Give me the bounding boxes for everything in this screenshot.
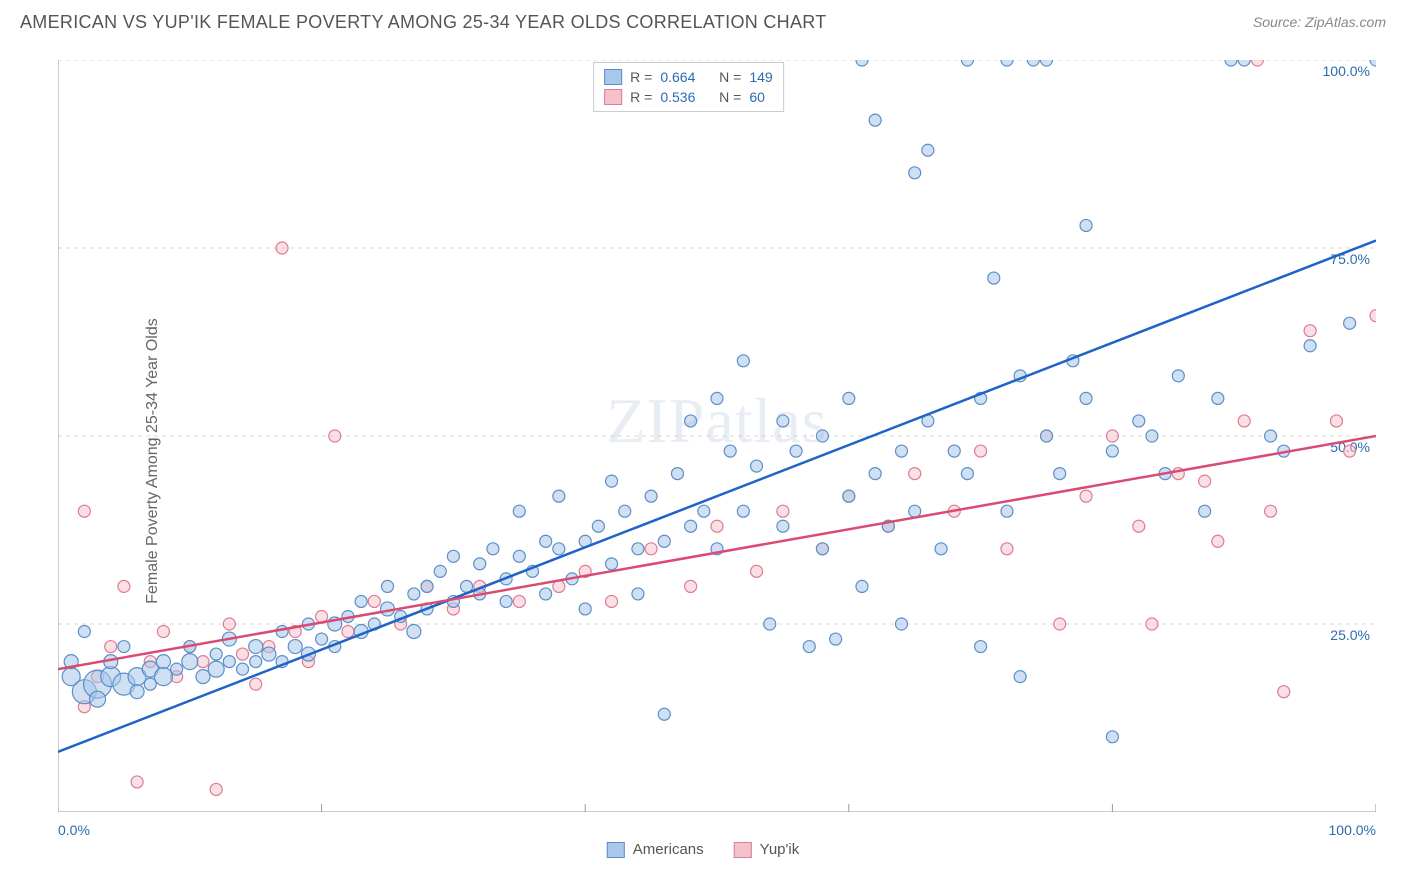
n-label: N = xyxy=(719,89,741,105)
legend-label: Americans xyxy=(633,841,704,858)
svg-text:100.0%: 100.0% xyxy=(1323,63,1370,79)
x-axis-labels: 0.0% 100.0% xyxy=(58,822,1376,842)
n-value: 149 xyxy=(749,69,772,85)
svg-text:25.0%: 25.0% xyxy=(1330,627,1370,643)
source-label: Source: ZipAtlas.com xyxy=(1253,14,1386,30)
svg-text:75.0%: 75.0% xyxy=(1330,251,1370,267)
legend-label: Yup'ik xyxy=(760,841,800,858)
correlation-legend: R = 0.664 N = 149 R = 0.536 N = 60 xyxy=(593,62,784,112)
r-value: 0.664 xyxy=(660,69,695,85)
x-tick-label: 100.0% xyxy=(1329,822,1376,838)
swatch-icon xyxy=(607,842,625,858)
legend-item: Americans xyxy=(607,841,704,858)
r-value: 0.536 xyxy=(660,89,695,105)
scatter-chart: 25.0%50.0%75.0%100.0% xyxy=(58,60,1376,812)
n-label: N = xyxy=(719,69,741,85)
n-value: 60 xyxy=(749,89,765,105)
chart-title: AMERICAN VS YUP'IK FEMALE POVERTY AMONG … xyxy=(20,12,827,32)
legend-row: R = 0.664 N = 149 xyxy=(604,67,773,87)
swatch-icon xyxy=(734,842,752,858)
r-label: R = xyxy=(630,69,652,85)
legend-row: R = 0.536 N = 60 xyxy=(604,87,773,107)
swatch-icon xyxy=(604,89,622,105)
x-tick-label: 0.0% xyxy=(58,822,90,838)
plot-area: 25.0%50.0%75.0%100.0% ZIPatlas R = 0.664… xyxy=(58,60,1376,812)
swatch-icon xyxy=(604,69,622,85)
series-legend: Americans Yup'ik xyxy=(607,841,799,858)
legend-item: Yup'ik xyxy=(734,841,800,858)
r-label: R = xyxy=(630,89,652,105)
